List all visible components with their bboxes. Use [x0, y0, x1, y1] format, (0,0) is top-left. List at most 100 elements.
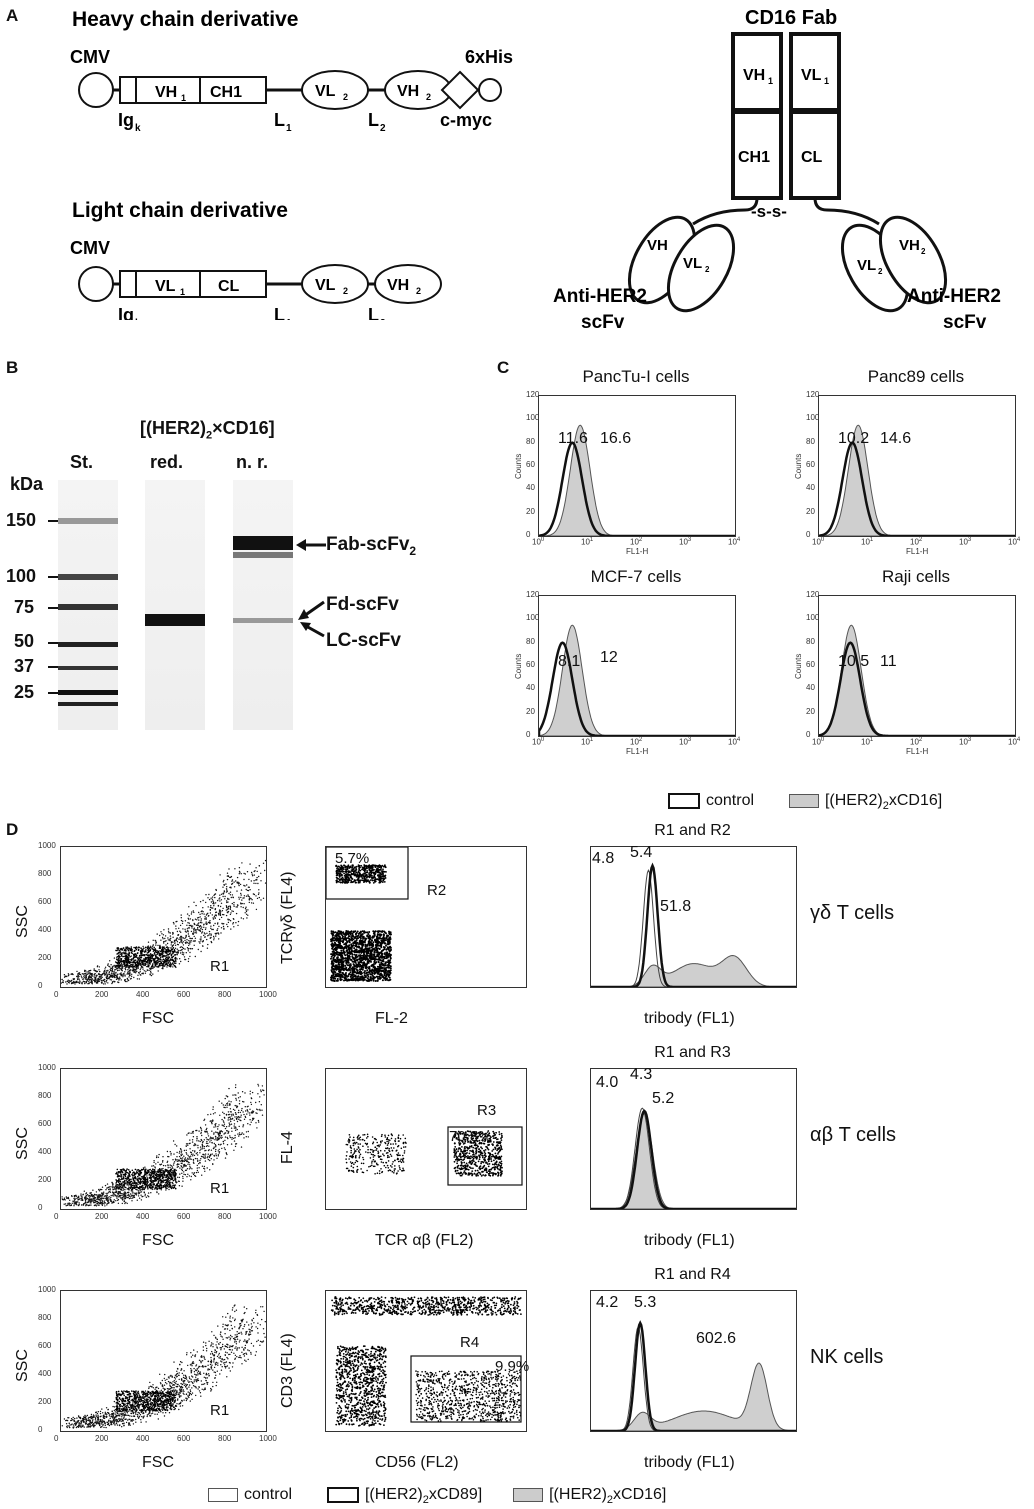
- event-dot: [82, 980, 85, 982]
- event-dot: [336, 974, 339, 977]
- event-dot: [130, 961, 132, 964]
- event-dot: [94, 974, 96, 976]
- event-dot: [249, 1108, 251, 1110]
- event-dot: [200, 920, 202, 922]
- event-dot: [155, 961, 157, 963]
- event-dot: [351, 878, 353, 880]
- event-dot: [338, 953, 341, 956]
- event-dot: [355, 881, 357, 884]
- event-dot: [168, 961, 170, 963]
- event-dot: [67, 981, 70, 984]
- event-dot: [373, 972, 376, 975]
- event-dot: [67, 1197, 70, 1200]
- event-dot: [107, 963, 109, 965]
- event-dot: [181, 938, 183, 940]
- event-dot: [190, 1158, 192, 1160]
- event-dot: [111, 1187, 114, 1189]
- event-dot: [176, 953, 178, 955]
- event-dot: [101, 981, 103, 983]
- event-dot: [371, 877, 373, 880]
- event-dot: [335, 952, 338, 955]
- event-dot: [121, 966, 123, 968]
- event-dot: [340, 952, 343, 955]
- event-dot: [377, 874, 379, 876]
- event-dot: [123, 1196, 125, 1198]
- event-dot: [161, 965, 164, 967]
- event-dot: [186, 924, 188, 926]
- event-dot: [118, 964, 121, 967]
- event-dot: [136, 968, 138, 970]
- event-dot: [168, 963, 171, 966]
- event-dot: [157, 966, 160, 968]
- event-dot: [150, 969, 152, 971]
- event-dot: [192, 1173, 195, 1176]
- event-dot: [348, 931, 351, 934]
- event-dot: [388, 976, 391, 979]
- event-dot: [68, 1204, 70, 1206]
- event-dot: [105, 1189, 107, 1191]
- event-dot: [200, 936, 202, 938]
- event-dot: [86, 1197, 89, 1200]
- event-dot: [347, 881, 350, 883]
- event-dot: [346, 957, 349, 959]
- event-dot: [81, 977, 83, 979]
- event-dot: [198, 929, 200, 932]
- event-dot: [188, 915, 190, 917]
- event-dot: [68, 980, 71, 982]
- fab-vl1: VL: [801, 67, 822, 84]
- event-dot: [226, 901, 228, 904]
- event-dot: [209, 906, 212, 909]
- event-dot: [110, 979, 113, 981]
- ssc-tick: 600: [38, 897, 52, 906]
- light-l1-label: L: [274, 305, 285, 320]
- event-dot: [174, 947, 177, 949]
- event-dot: [104, 970, 106, 972]
- event-dot: [204, 1155, 206, 1157]
- event-dot: [205, 923, 208, 926]
- event-dot: [262, 897, 265, 899]
- event-dot: [90, 972, 92, 975]
- event-dot: [148, 1196, 150, 1198]
- x-tick-label: 101: [581, 737, 594, 747]
- histogram-curves: [539, 624, 735, 736]
- event-dot: [160, 950, 162, 952]
- event-dot: [220, 1135, 223, 1137]
- event-dot: [217, 899, 219, 902]
- event-dot: [140, 964, 142, 967]
- event-dot: [233, 918, 235, 920]
- event-dot: [78, 982, 80, 984]
- event-dot: [340, 968, 343, 971]
- event-dot: [160, 1189, 162, 1191]
- event-dot: [382, 875, 384, 878]
- event-dot: [118, 966, 121, 968]
- event-dot: [364, 947, 367, 950]
- heavy-igk-label: Ig: [118, 110, 134, 130]
- event-dot: [351, 966, 354, 969]
- event-dot: [261, 1085, 264, 1087]
- event-dot: [361, 877, 364, 880]
- event-dot: [124, 952, 127, 954]
- event-dot: [165, 1175, 167, 1177]
- event-dot: [93, 969, 95, 971]
- event-dot: [361, 933, 364, 936]
- event-dot: [172, 966, 174, 968]
- event-dot: [139, 971, 141, 973]
- event-dot: [375, 967, 378, 970]
- event-dot: [207, 1153, 209, 1155]
- event-dot: [363, 879, 366, 882]
- disulfide-label: -s-s-: [751, 202, 787, 221]
- event-dot: [332, 958, 335, 961]
- event-dot: [124, 980, 127, 983]
- event-dot: [334, 975, 337, 978]
- event-dot: [129, 949, 132, 952]
- event-dot: [257, 1085, 260, 1087]
- event-dot: [203, 926, 205, 928]
- event-dot: [134, 959, 137, 961]
- event-dot: [388, 936, 391, 939]
- event-dot: [120, 964, 122, 966]
- event-dot: [234, 868, 236, 870]
- event-dot: [137, 1181, 139, 1183]
- event-dot: [229, 908, 232, 910]
- event-dot: [180, 931, 182, 933]
- event-dot: [337, 932, 340, 935]
